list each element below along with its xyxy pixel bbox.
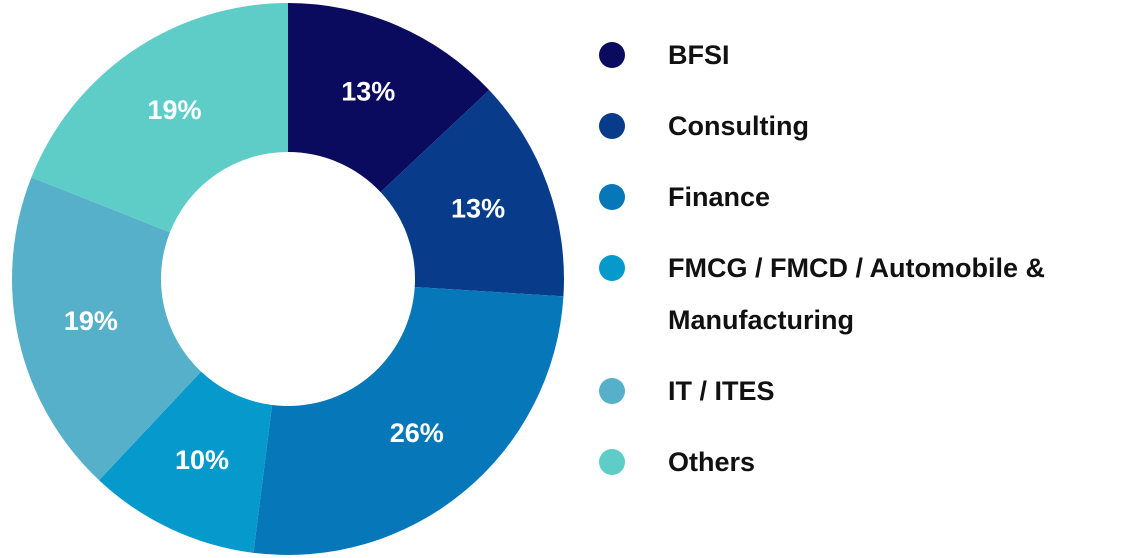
legend-swatch <box>599 378 625 404</box>
slice-label: 19% <box>147 95 201 125</box>
slice-label: 13% <box>341 77 395 107</box>
slice-label: 10% <box>175 445 229 475</box>
slice-label: 19% <box>64 306 118 336</box>
donut-slice <box>253 286 564 555</box>
legend-swatch <box>599 184 625 210</box>
legend-label: FMCG / FMCD / Automobile & Manufacturing <box>668 253 1045 335</box>
legend-swatch <box>599 113 625 139</box>
legend-swatch <box>599 449 625 475</box>
slice-label: 26% <box>390 418 444 448</box>
slice-label: 13% <box>451 194 505 224</box>
legend-item: Others <box>599 436 1138 488</box>
donut-slice <box>99 371 273 553</box>
legend-item: FMCG / FMCD / Automobile & Manufacturing <box>599 242 1138 346</box>
donut-slice <box>380 90 564 297</box>
donut-slice <box>11 177 202 481</box>
legend-label: Consulting <box>668 111 809 141</box>
legend-item: Consulting <box>599 100 1138 152</box>
legend-swatch <box>599 255 625 281</box>
donut-slice <box>31 3 289 233</box>
legend-swatch <box>599 42 625 68</box>
donut-slice <box>288 3 490 193</box>
legend-item: BFSI <box>599 29 1138 81</box>
legend-label: IT / ITES <box>668 376 775 406</box>
legend-label: Others <box>668 447 756 477</box>
legend: BFSI Consulting Finance FMCG / FMCD / Autom… <box>599 29 1138 507</box>
legend-label: BFSI <box>668 40 730 70</box>
legend-label: Finance <box>668 182 771 212</box>
legend-item: IT / ITES <box>599 365 1138 417</box>
donut-chart: 13% 13% 26% 10% 19% 19% <box>11 3 564 555</box>
legend-item: Finance <box>599 171 1138 223</box>
